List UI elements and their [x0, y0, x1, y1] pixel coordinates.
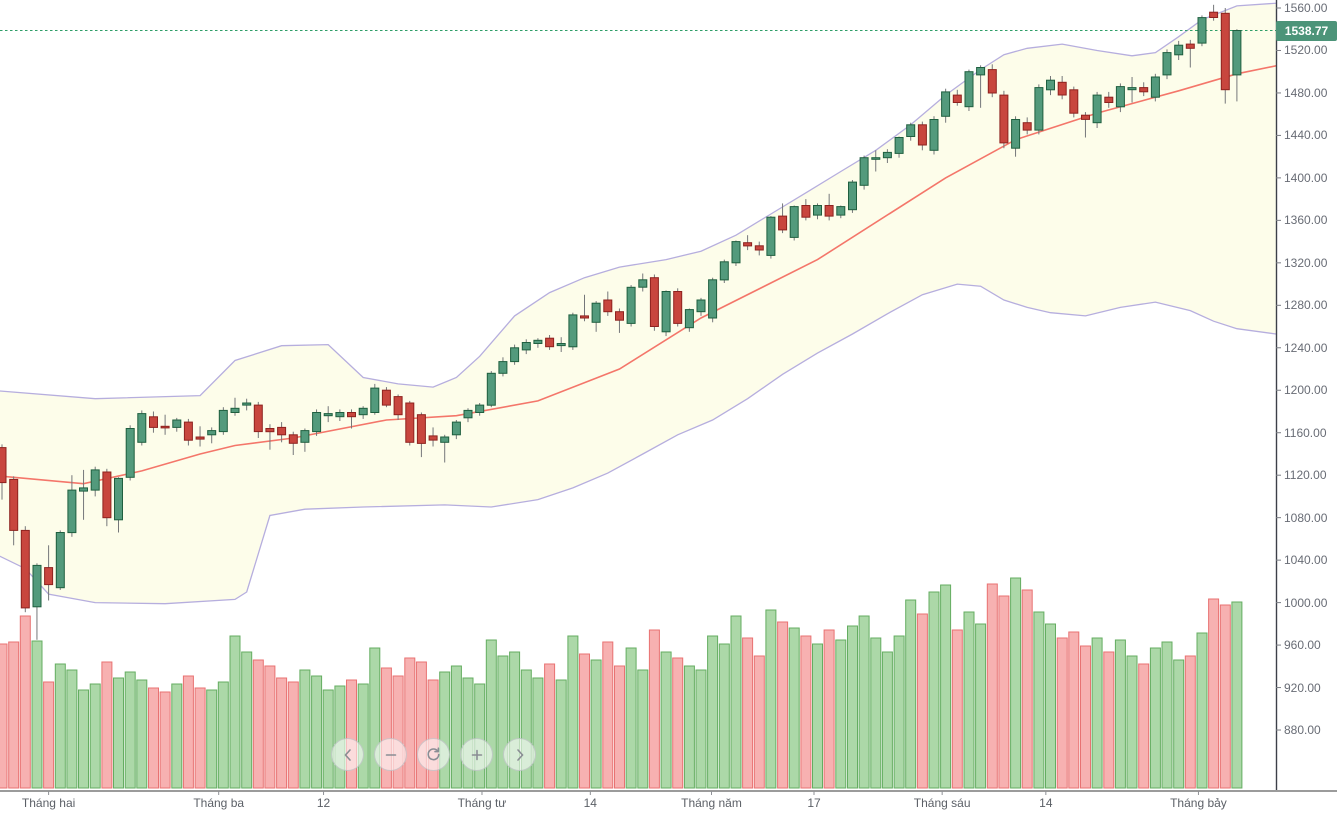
price-axis-label: 1280.00: [1284, 298, 1328, 313]
time-axis-label: Tháng năm: [681, 796, 742, 810]
price-axis-label: 1240.00: [1284, 340, 1328, 355]
price-axis-label: 1160.00: [1284, 425, 1327, 440]
price-axis-label: 920.00: [1284, 680, 1321, 695]
price-axis-label: 1400.00: [1284, 170, 1328, 185]
time-axis-label: 14: [583, 796, 597, 810]
price-axis-label: 1320.00: [1284, 255, 1328, 270]
pan-right-button[interactable]: [503, 738, 536, 771]
chart-nav-toolbar: [331, 738, 536, 771]
plus-icon: [470, 748, 484, 762]
time-axis-label: Tháng ba: [193, 796, 245, 810]
minus-icon: [384, 748, 398, 762]
price-axis-label: 1080.00: [1284, 510, 1328, 525]
price-axis-label: 1440.00: [1284, 128, 1328, 143]
reset-view-button[interactable]: [417, 738, 450, 771]
time-axis-label: 17: [807, 796, 821, 810]
time-axis-label: Tháng tư: [457, 796, 507, 810]
pan-left-button[interactable]: [331, 738, 364, 771]
price-axis-label: 1120.00: [1284, 468, 1327, 483]
reset-icon: [426, 747, 441, 762]
time-axis-label: 12: [316, 796, 331, 810]
last-price-badge: 1538.77: [1276, 20, 1337, 41]
price-axis-label: 1520.00: [1284, 43, 1328, 58]
price-axis-label: 1360.00: [1284, 213, 1328, 228]
price-axis-label: 1200.00: [1284, 383, 1328, 398]
time-axis-label: Tháng hai: [21, 796, 76, 810]
time-axis-label: 14: [1039, 796, 1053, 810]
price-axis-label: 880.00: [1284, 723, 1321, 738]
zoom-in-button[interactable]: [460, 738, 493, 771]
price-axis-label: 1560.00: [1284, 1, 1328, 15]
zoom-out-button[interactable]: [374, 738, 407, 771]
price-axis[interactable]: 1560.00 1520.00 1480.00 1440.00 1400.00 1360.…: [1276, 0, 1337, 791]
price-axis-label: 1480.00: [1284, 85, 1328, 100]
price-axis-label: 1000.00: [1284, 595, 1328, 610]
price-axis-label: 1040.00: [1284, 553, 1328, 568]
time-axis-label: Tháng sáu: [913, 796, 971, 810]
chevron-right-icon: [513, 748, 527, 762]
price-axis-label: 960.00: [1284, 638, 1321, 653]
chevron-left-icon: [341, 748, 355, 762]
time-axis[interactable]: Tháng hai Tháng ba 12 Tháng tư 14 Tháng năm 17…: [0, 792, 1276, 813]
time-axis-label: Tháng bảy: [1170, 796, 1227, 810]
